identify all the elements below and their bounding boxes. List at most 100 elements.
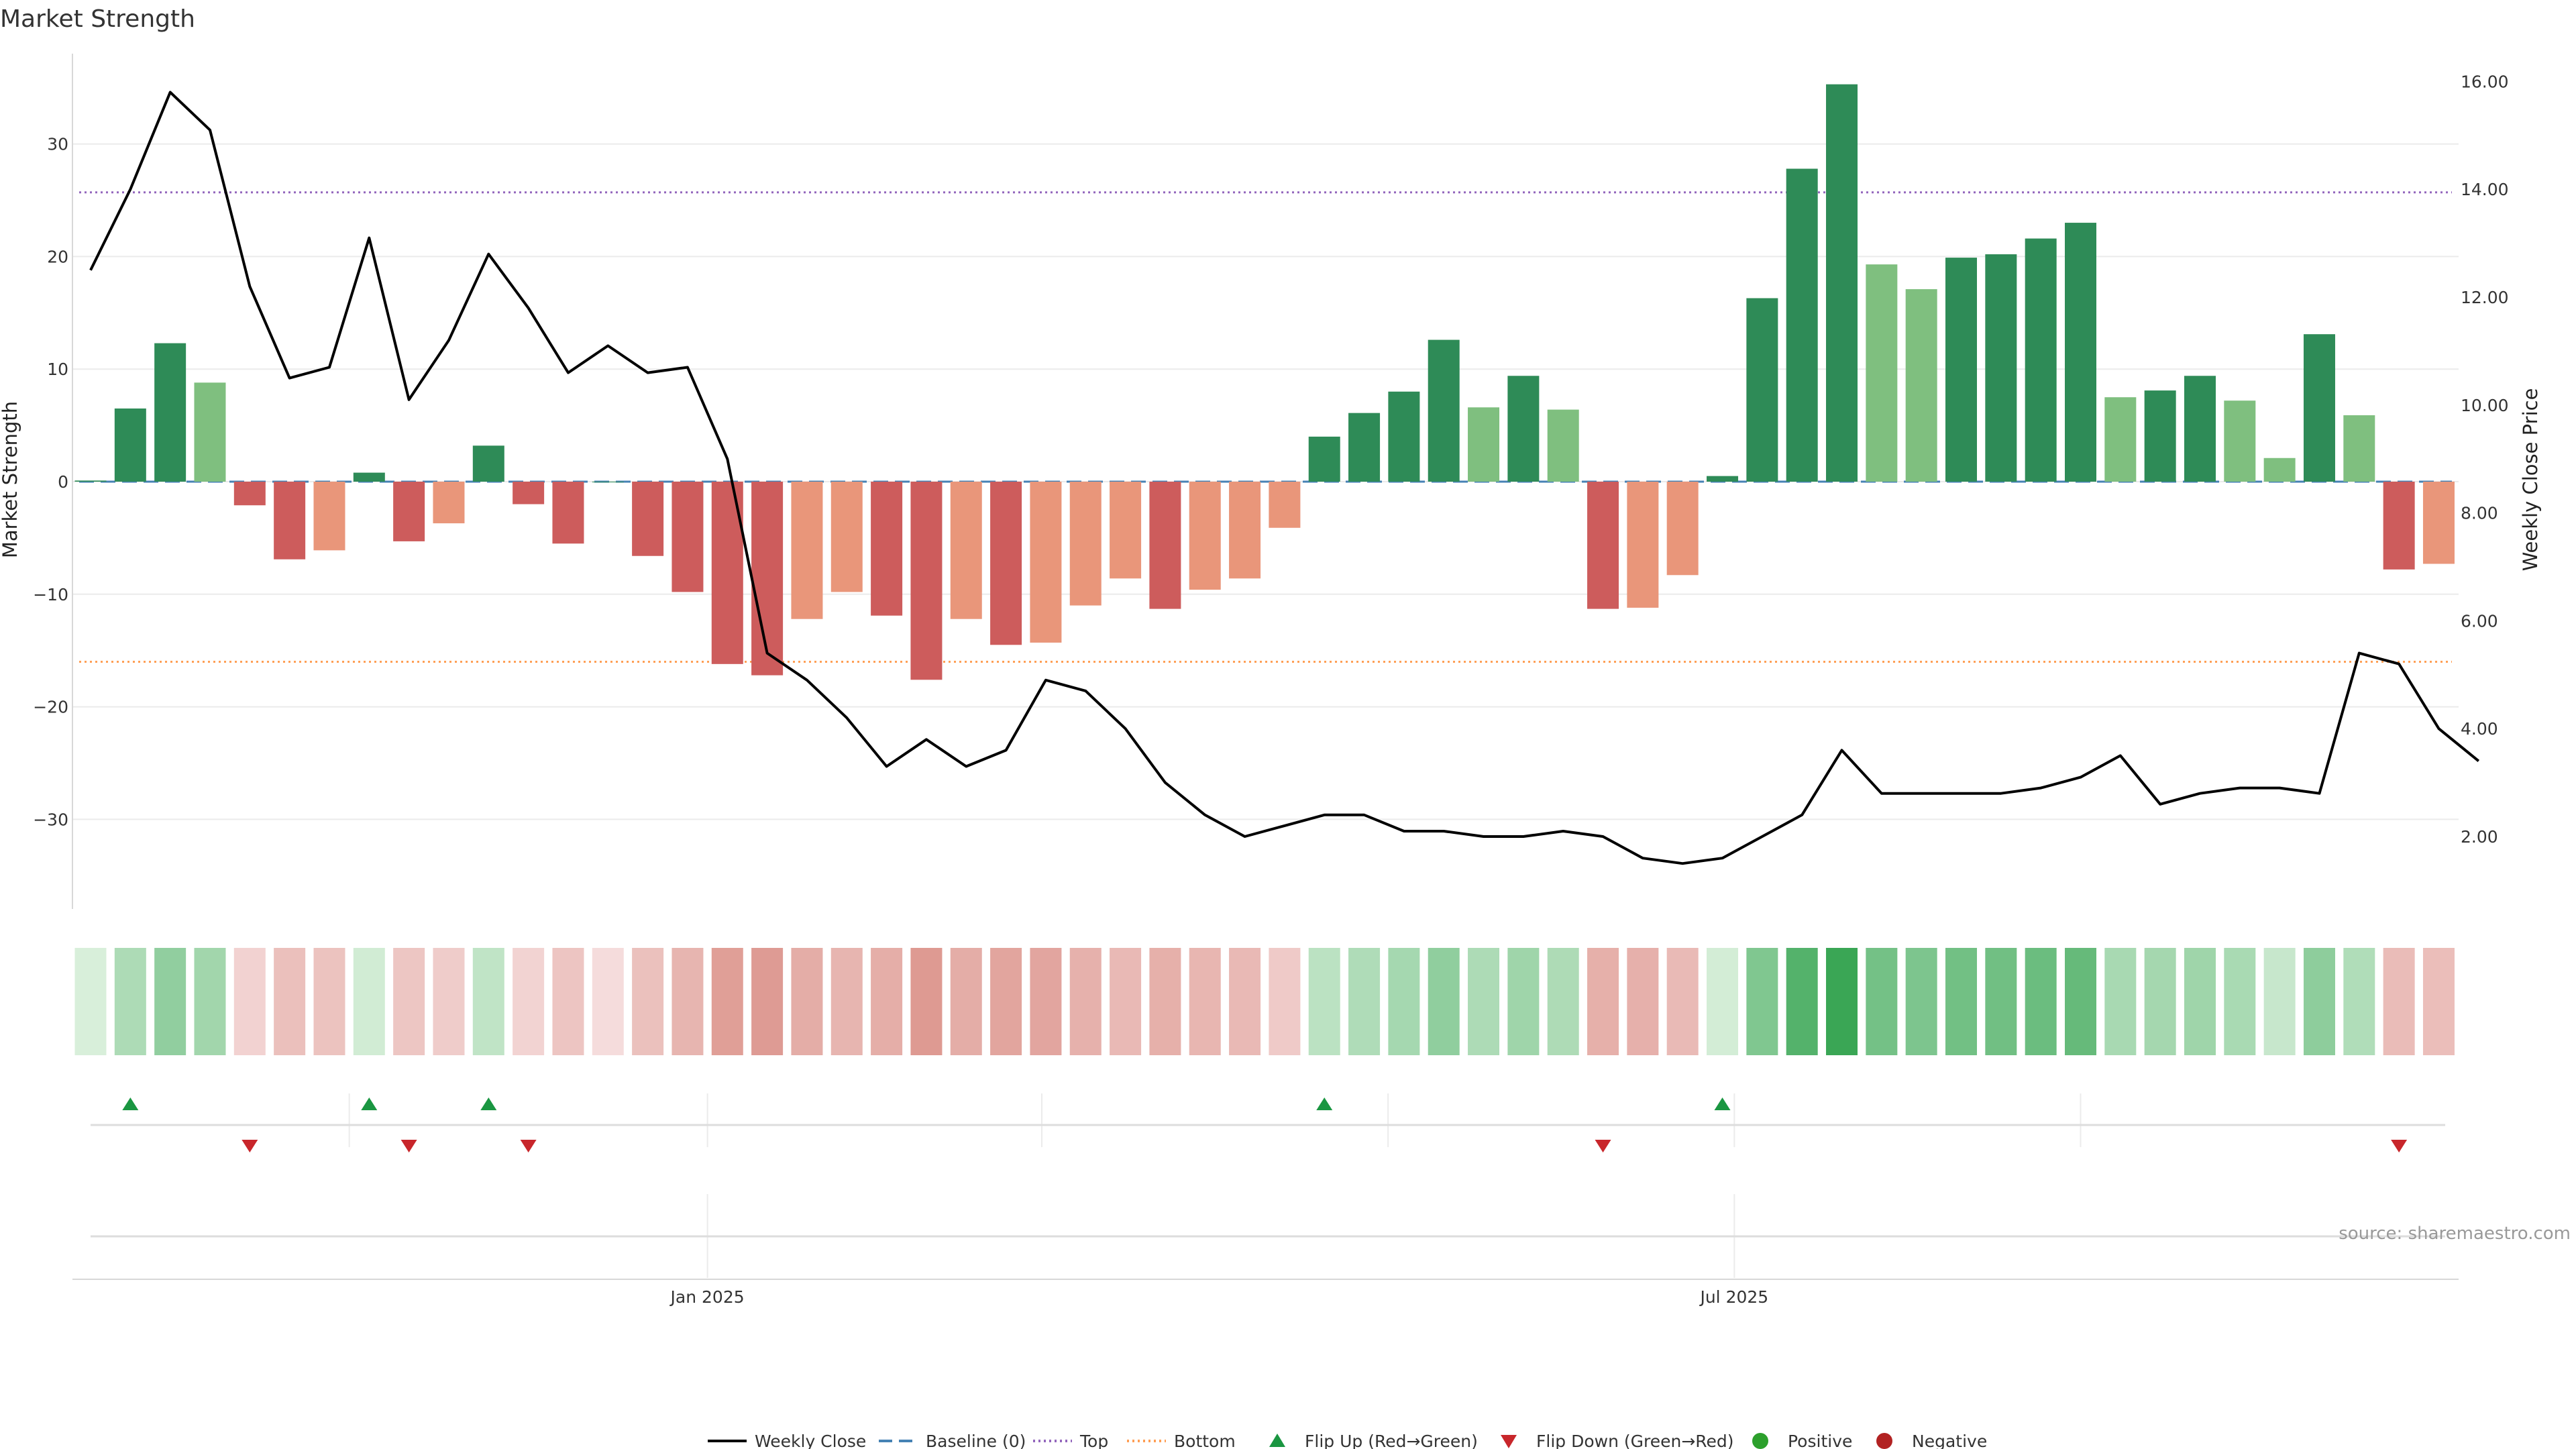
bar-week-32 <box>1348 413 1381 482</box>
x-tick-label: Jan 2025 <box>669 1287 745 1307</box>
heat-cell-13 <box>592 948 624 1055</box>
y-left-tick-label: 0 <box>58 472 68 492</box>
legend-item-1: Baseline (0) <box>879 1432 1026 1449</box>
weekly-close-line <box>89 91 2480 865</box>
heat-cell-51 <box>2104 948 2137 1055</box>
flip-down-marker-5 <box>241 1140 258 1152</box>
bar-week-57 <box>2343 415 2375 482</box>
bar-week-48 <box>1985 254 2017 482</box>
y-left-tick-label: 30 <box>47 135 68 154</box>
y-left-tick-label: −20 <box>33 698 68 717</box>
legend-item-7: Negative <box>1876 1432 1987 1449</box>
x-tick-label: Jul 2025 <box>1699 1287 1768 1307</box>
legend-triangle-down-icon <box>1501 1435 1517 1448</box>
heat-cell-59 <box>2422 948 2455 1055</box>
left-axis-ticks: 30 20 10 0 −10 −20 −30 <box>33 135 68 830</box>
y-right-tick-label: 8.00 <box>2461 504 2498 523</box>
heat-cell-48 <box>1985 948 2017 1055</box>
heat-cell-36 <box>1507 948 1540 1055</box>
legend-item-0: Weekly Close <box>708 1432 866 1449</box>
heat-cell-14 <box>632 948 664 1055</box>
heat-cell-10 <box>472 948 504 1055</box>
bar-week-19 <box>830 482 863 592</box>
bar-week-11 <box>513 482 545 504</box>
bar-week-59 <box>2422 482 2455 564</box>
flip-down-marker-6 <box>400 1140 417 1152</box>
bar-week-15 <box>672 482 704 592</box>
legend-circle-icon <box>1876 1433 1892 1449</box>
strength-bars <box>74 84 2455 680</box>
source-note: source: sharemaestro.com <box>2339 1224 2571 1244</box>
heat-cell-1 <box>114 948 146 1055</box>
heat-cell-47 <box>1945 948 1978 1055</box>
heat-cell-23 <box>990 948 1022 1055</box>
heat-cell-57 <box>2343 948 2375 1055</box>
bar-week-2 <box>154 343 186 482</box>
bar-week-49 <box>2025 238 2057 482</box>
heat-cell-43 <box>1786 948 1818 1055</box>
legend-label: Baseline (0) <box>926 1432 1026 1449</box>
legend-item-3: Bottom <box>1127 1432 1236 1449</box>
flip-up-marker-1 <box>361 1097 378 1110</box>
heat-cell-37 <box>1547 948 1579 1055</box>
legend-item-2: Top <box>1033 1432 1108 1449</box>
heat-cell-18 <box>791 948 823 1055</box>
legend-item-6: Positive <box>1752 1432 1852 1449</box>
flip-down-marker-9 <box>2391 1140 2408 1152</box>
chart-title: Market Strength <box>0 5 195 33</box>
heat-cell-5 <box>274 948 306 1055</box>
heat-cell-42 <box>1746 948 1778 1055</box>
strength-heatmap-strip <box>74 948 2455 1055</box>
bar-week-1 <box>114 408 146 482</box>
flip-up-marker-0 <box>122 1097 139 1110</box>
heat-cell-27 <box>1149 948 1181 1055</box>
heat-cell-2 <box>154 948 186 1055</box>
heat-cell-45 <box>1866 948 1898 1055</box>
legend-label: Top <box>1079 1432 1108 1449</box>
bar-week-58 <box>2383 482 2415 570</box>
legend-label: Flip Up (Red→Green) <box>1305 1432 1478 1449</box>
heat-cell-17 <box>751 948 784 1055</box>
heat-cell-32 <box>1348 948 1381 1055</box>
legend-item-4: Flip Up (Red→Green) <box>1269 1432 1478 1449</box>
heat-cell-53 <box>2184 948 2216 1055</box>
heat-cell-19 <box>830 948 863 1055</box>
legend-label: Negative <box>1912 1432 1987 1449</box>
bar-week-20 <box>871 482 903 616</box>
heat-cell-29 <box>1229 948 1261 1055</box>
bar-week-14 <box>632 482 664 556</box>
bar-week-50 <box>2065 223 2096 482</box>
bar-week-29 <box>1229 482 1261 579</box>
bar-week-23 <box>990 482 1022 645</box>
y-left-tick-label: −30 <box>33 810 68 829</box>
flip-up-marker-2 <box>480 1097 497 1110</box>
bar-week-42 <box>1746 298 1778 482</box>
legend-triangle-up-icon <box>1269 1434 1285 1447</box>
heat-cell-58 <box>2383 948 2415 1055</box>
heat-cell-31 <box>1308 948 1340 1055</box>
heat-cell-6 <box>313 948 345 1055</box>
heat-cell-25 <box>1069 948 1102 1055</box>
y-right-tick-label: 12.00 <box>2461 288 2509 307</box>
y-right-tick-label: 16.00 <box>2461 72 2509 91</box>
y-right-tick-label: 6.00 <box>2461 611 2498 631</box>
bar-week-7 <box>353 472 385 482</box>
y-right-tick-label: 2.00 <box>2461 827 2498 847</box>
heat-cell-28 <box>1189 948 1221 1055</box>
bar-week-55 <box>2263 458 2296 482</box>
bar-week-27 <box>1149 482 1181 609</box>
y-right-tick-label: 4.00 <box>2461 719 2498 739</box>
bar-week-40 <box>1666 482 1699 576</box>
legend-label: Weekly Close <box>755 1432 866 1449</box>
bar-week-52 <box>2144 390 2176 482</box>
bar-week-47 <box>1945 258 1978 482</box>
y-axis-right-label: Weekly Close Price <box>2519 388 2542 572</box>
bar-week-0 <box>74 480 107 482</box>
heat-cell-9 <box>433 948 465 1055</box>
bar-week-12 <box>552 482 584 544</box>
y-left-tick-label: 10 <box>47 360 68 379</box>
flip-markers <box>91 1093 2445 1152</box>
x-axis-ticks: Jan 2025 Jul 2025 <box>72 1194 2459 1307</box>
bar-week-37 <box>1547 409 1579 482</box>
